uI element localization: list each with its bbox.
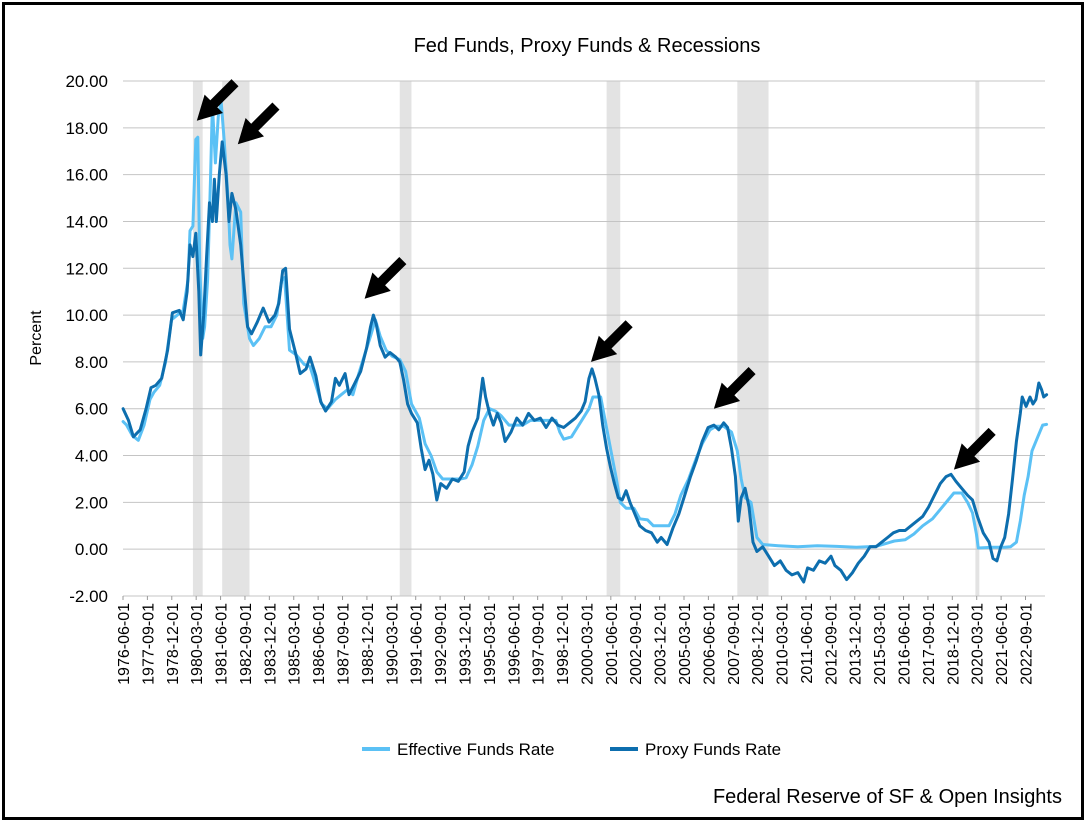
y-axis-ticks: 20.00 18.00 16.00 14.00 12.00 10.00 8.00 6.00 4.… <box>65 72 108 606</box>
y-tick-label: 8.00 <box>75 353 108 372</box>
annotation-arrow <box>196 79 239 121</box>
annotation-arrow <box>713 367 756 409</box>
series-line-effective <box>121 100 1049 550</box>
x-tick-label: 1997-09-01 <box>531 603 548 685</box>
x-axis-ticks: 1976-06-01 1977-09-01 1978-12-01 1980-03-01… <box>116 596 1035 685</box>
annotation-arrow <box>591 320 633 362</box>
x-tick-label: 1986-06-01 <box>311 603 328 685</box>
gridlines <box>123 80 1045 597</box>
x-tick-label: 2015-03-01 <box>872 603 889 685</box>
recession-band <box>192 81 203 596</box>
x-tick-label: 2007-09-01 <box>726 603 743 685</box>
annotation-arrow <box>237 102 280 145</box>
recession-band <box>975 81 980 596</box>
x-tick-label: 1982-09-01 <box>238 603 255 685</box>
x-tick-label: 1983-12-01 <box>262 603 279 685</box>
legend-label-proxy: Proxy Funds Rate <box>645 740 781 759</box>
x-tick-label: 2001-06-01 <box>604 603 621 685</box>
x-tick-label: 2017-09-01 <box>921 603 938 685</box>
source-label: Federal Reserve of SF & Open Insights <box>712 786 1062 808</box>
x-tick-label: 1996-06-01 <box>506 603 523 685</box>
x-tick-label: 2021-06-01 <box>994 603 1011 685</box>
x-tick-label: 2008-12-01 <box>750 603 767 685</box>
x-tick-label: 1991-06-01 <box>409 603 426 685</box>
x-tick-label: 2020-03-01 <box>970 603 987 685</box>
x-tick-label: 1985-03-01 <box>287 603 304 685</box>
y-tick-label: 0.00 <box>75 540 108 559</box>
x-tick-label: 2002-09-01 <box>628 603 645 685</box>
y-axis-label: Percent <box>28 310 45 366</box>
x-tick-label: 2000-03-01 <box>579 603 596 685</box>
series-lines <box>121 100 1049 584</box>
x-tick-label: 1980-03-01 <box>189 603 206 685</box>
y-tick-label: -2.00 <box>69 587 108 606</box>
annotation-arrow <box>364 257 407 299</box>
legend: Effective Funds Rate Proxy Funds Rate <box>362 740 781 759</box>
recession-band <box>399 81 412 596</box>
y-tick-label: 2.00 <box>75 493 108 512</box>
x-tick-label: 1987-09-01 <box>336 603 353 685</box>
x-tick-label: 1995-03-01 <box>482 603 499 685</box>
x-tick-label: 1990-03-01 <box>384 603 401 685</box>
x-tick-label: 1998-12-01 <box>555 603 572 685</box>
x-tick-label: 2006-06-01 <box>701 603 718 685</box>
y-tick-label: 6.00 <box>75 400 108 419</box>
x-tick-label: 2010-03-01 <box>775 603 792 685</box>
x-tick-label: 2018-12-01 <box>945 603 962 685</box>
recession-bands <box>192 81 980 596</box>
x-tick-label: 1992-09-01 <box>433 603 450 685</box>
x-tick-label: 1976-06-01 <box>116 603 133 685</box>
x-tick-label: 2016-06-01 <box>897 603 914 685</box>
legend-label-effective: Effective Funds Rate <box>397 740 555 759</box>
x-tick-label: 2013-12-01 <box>848 603 865 685</box>
x-tick-label: 2012-09-01 <box>823 603 840 685</box>
y-tick-label: 4.00 <box>75 447 108 466</box>
annotation-arrow <box>953 427 996 470</box>
chart-title: Fed Funds, Proxy Funds & Recessions <box>414 35 761 57</box>
y-tick-label: 20.00 <box>65 72 108 91</box>
x-tick-label: 1978-12-01 <box>165 603 182 685</box>
y-tick-label: 16.00 <box>65 166 108 185</box>
x-tick-label: 1993-12-01 <box>457 603 474 685</box>
x-tick-label: 1988-12-01 <box>360 603 377 685</box>
x-tick-label: 2003-12-01 <box>653 603 670 685</box>
y-tick-label: 14.00 <box>65 212 108 231</box>
y-tick-label: 18.00 <box>65 119 108 138</box>
x-tick-label: 1977-09-01 <box>140 603 157 685</box>
y-tick-label: 10.00 <box>65 306 108 325</box>
x-tick-label: 2011-06-01 <box>799 603 816 684</box>
y-tick-label: 12.00 <box>65 259 108 278</box>
x-tick-label: 2005-03-01 <box>677 603 694 685</box>
series-line-proxy <box>121 140 1049 584</box>
annotation-arrows <box>196 79 996 470</box>
x-tick-label: 1981-06-01 <box>214 603 231 685</box>
x-tick-label: 2022-09-01 <box>1018 603 1035 685</box>
